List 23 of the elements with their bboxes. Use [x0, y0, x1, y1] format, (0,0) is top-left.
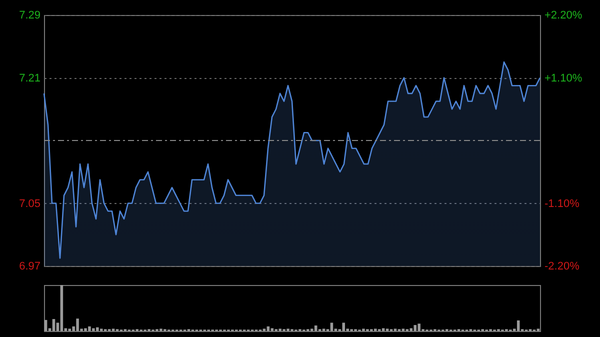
bar [314, 325, 318, 331]
y2-tick-label: -2.20% [544, 260, 580, 272]
bar [92, 328, 95, 331]
y-tick-label: 7.05 [19, 198, 40, 210]
y2-tick-label: +2.20% [544, 10, 582, 22]
bar [414, 325, 416, 331]
bar [96, 327, 99, 331]
bar [84, 328, 87, 331]
bar [330, 322, 334, 331]
y2-tick-label: +1.10% [544, 72, 582, 84]
bar [270, 328, 274, 331]
bar [60, 285, 64, 331]
bar [382, 328, 385, 331]
bar [410, 328, 413, 331]
y-tick-label: 7.29 [19, 10, 40, 22]
bar [76, 318, 79, 331]
bar [88, 326, 91, 331]
bar [52, 319, 56, 331]
y-tick-label: 7.21 [19, 72, 40, 84]
y-tick-label: 6.97 [19, 260, 40, 272]
y2-tick-label: -1.10% [544, 198, 580, 210]
bar [418, 324, 420, 331]
bar [342, 322, 346, 331]
